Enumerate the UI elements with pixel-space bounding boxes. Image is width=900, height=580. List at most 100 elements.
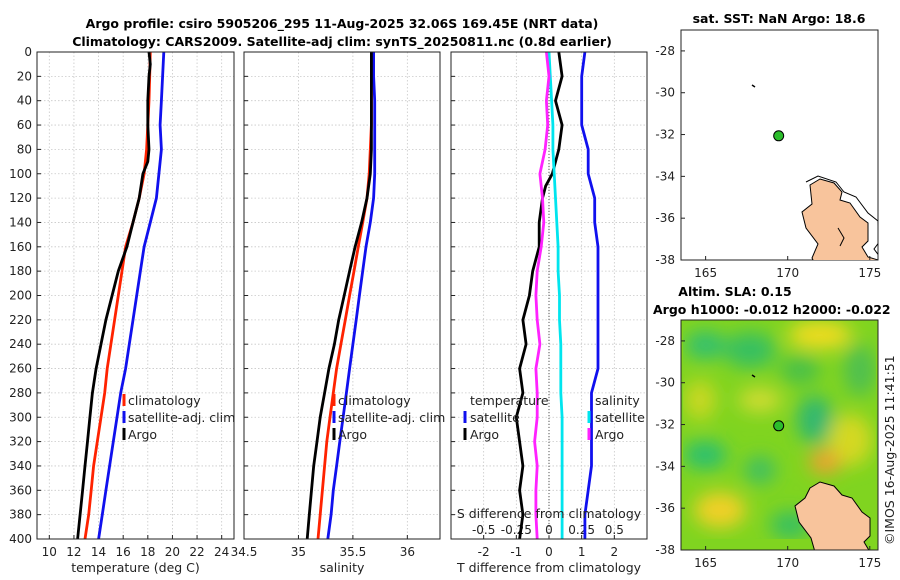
x-tick-label: 10 <box>42 545 57 559</box>
y-tick-label: 240 <box>9 337 32 351</box>
sla-map-island <box>751 374 756 378</box>
y-tick-label: 380 <box>9 508 32 522</box>
legend-t-argo-label: Argo <box>470 427 499 442</box>
x-tick-label: 35.5 <box>340 545 367 559</box>
sst-argo-position-marker <box>773 130 785 142</box>
sst-map-island <box>751 84 756 88</box>
y-tick-label: 280 <box>9 386 32 400</box>
map-x-tick-label: 170 <box>776 556 799 570</box>
map-y-tick-label: -30 <box>655 376 675 390</box>
legend-salinity-title: salinity <box>595 393 640 408</box>
x-tick-label: 22 <box>189 545 204 559</box>
map-x-tick-label: 175 <box>858 556 881 570</box>
legend-t-satellite-label: satellite <box>470 410 520 425</box>
x-tick-label: -2 <box>478 545 490 559</box>
legend-satellite-label: satellite-adj. clim <box>128 410 235 425</box>
legend-temperature-title: temperature <box>470 393 549 408</box>
title-line-1: Argo profile: csiro 5905206_295 11-Aug-2… <box>86 16 599 32</box>
salinity-legend: climatology satellite-adj. clim Argo <box>332 393 445 442</box>
series-line-t-argo <box>514 51 564 540</box>
map-x-tick-label: 165 <box>694 266 717 280</box>
y-tick-label: 0 <box>24 45 32 59</box>
y-tick-label: 100 <box>9 167 32 181</box>
y-tick-label: 120 <box>9 191 32 205</box>
x-axis-label: temperature (deg C) <box>71 560 200 575</box>
y-tick-label: 200 <box>9 289 32 303</box>
map-y-tick-label: -34 <box>655 169 675 183</box>
temperature-panel: 0 20 40 60 80 100 120 140 160 180 200 220 240 260 280 3… <box>9 45 235 575</box>
series-line-t-satellite <box>580 51 600 539</box>
difference-panel: -2 -1 0 1 2 -0.5 -0.25 0 0.25 0.5 T difference fro… <box>450 51 648 575</box>
s-tick-label: -0.25 <box>501 523 532 537</box>
difference-legend-salinity: salinity satellite Argo <box>587 393 645 442</box>
y-tick-label: 140 <box>9 215 32 229</box>
sst-map-ticks: -28 -30 -32 -34 -36 -38 165 170 175 <box>655 44 881 280</box>
x-axis-label: salinity <box>320 560 365 575</box>
y-tick-label: 360 <box>9 483 32 497</box>
x-tick-label: 1 <box>578 545 586 559</box>
sst-map-landmass <box>801 178 878 260</box>
y-tick-label: 160 <box>9 240 32 254</box>
x-tick-label: 0 <box>545 545 553 559</box>
y-tick-label: 340 <box>9 459 32 473</box>
x-tick-label: 36 <box>400 545 415 559</box>
sst-map-coast-detail <box>837 227 845 247</box>
map-y-tick-label: -38 <box>655 253 675 267</box>
plot-frame <box>450 51 648 540</box>
x-axis-label: T difference from climatology <box>456 560 642 575</box>
map-y-tick-label: -36 <box>655 211 675 225</box>
legend-satellite-label: satellite-adj. clim <box>338 410 445 425</box>
x-tick-label: 12 <box>66 545 81 559</box>
sla-map-panel: -28 -30 -32 -34 -36 -38 165 170 175 <box>655 319 881 570</box>
map-x-tick-label: 165 <box>694 556 717 570</box>
map-y-tick-label: -36 <box>655 501 675 515</box>
map-y-tick-label: -30 <box>655 86 675 100</box>
y-tick-label: 260 <box>9 362 32 376</box>
map-y-tick-label: -28 <box>655 44 675 58</box>
legend-s-satellite-label: satellite <box>595 410 645 425</box>
series-line-argo <box>76 51 152 540</box>
legend-argo-label: Argo <box>338 427 367 442</box>
sla-map-title: Altim. SLA: 0.15 <box>678 284 791 299</box>
sla-map-subtitle: Argo h1000: -0.012 h2000: -0.022 <box>653 302 891 317</box>
series-line-s-satellite <box>547 51 564 539</box>
y-tick-label: 320 <box>9 435 32 449</box>
difference-legend-temperature: temperature satellite Argo <box>463 393 549 442</box>
salinity-panel: 34.5 35 35.5 36 salinity <box>231 51 441 575</box>
map-y-tick-label: -32 <box>655 418 675 432</box>
x-tick-label: 18 <box>140 545 155 559</box>
plot-frame <box>36 51 235 540</box>
x-tick-label: 35 <box>291 545 306 559</box>
map-x-tick-label: 170 <box>776 266 799 280</box>
series-line-s-argo <box>533 51 551 540</box>
y-tick-label: 300 <box>9 410 32 424</box>
plot-frame <box>243 51 441 540</box>
temperature-legend: climatology satellite-adj. clim Argo <box>122 393 235 442</box>
y-tick-label: 400 <box>9 532 32 546</box>
x-tick-label: 24 <box>214 545 229 559</box>
title-line-2: Climatology: CARS2009. Satellite-adj cli… <box>72 34 612 50</box>
legend-climatology-label: climatology <box>338 393 411 408</box>
legend-climatology-label: climatology <box>128 393 201 408</box>
y-tick-label: 80 <box>17 142 32 156</box>
sst-map-title: sat. SST: NaN Argo: 18.6 <box>693 11 866 26</box>
sla-map-ticks: -28 -30 -32 -34 -36 -38 165 170 175 <box>655 334 881 570</box>
map-y-tick-label: -32 <box>655 128 675 142</box>
y-tick-label: 220 <box>9 313 32 327</box>
series-line-satellite-adj-clim <box>326 52 377 540</box>
map-y-tick-label: -38 <box>655 543 675 557</box>
x-tick-label: 34.5 <box>231 545 258 559</box>
map-x-tick-label: 175 <box>858 266 881 280</box>
sla-argo-position-marker <box>773 420 785 432</box>
map-y-tick-label: -34 <box>655 459 675 473</box>
sla-map-landmass <box>794 481 871 550</box>
y-tick-label: 40 <box>17 94 32 108</box>
series-line-satellite-adj-clim <box>97 51 166 540</box>
sst-map-panel: -28 -30 -32 -34 -36 -38 165 170 175 <box>655 29 881 280</box>
s-difference-axis-label: S difference from climatology <box>457 506 642 521</box>
credit-text: ©IMOS 16-Aug-2025 11:41:51 <box>882 355 897 545</box>
s-tick-label: 0.25 <box>568 523 595 537</box>
x-tick-label: -1 <box>510 545 522 559</box>
x-tick-label: 16 <box>116 545 131 559</box>
